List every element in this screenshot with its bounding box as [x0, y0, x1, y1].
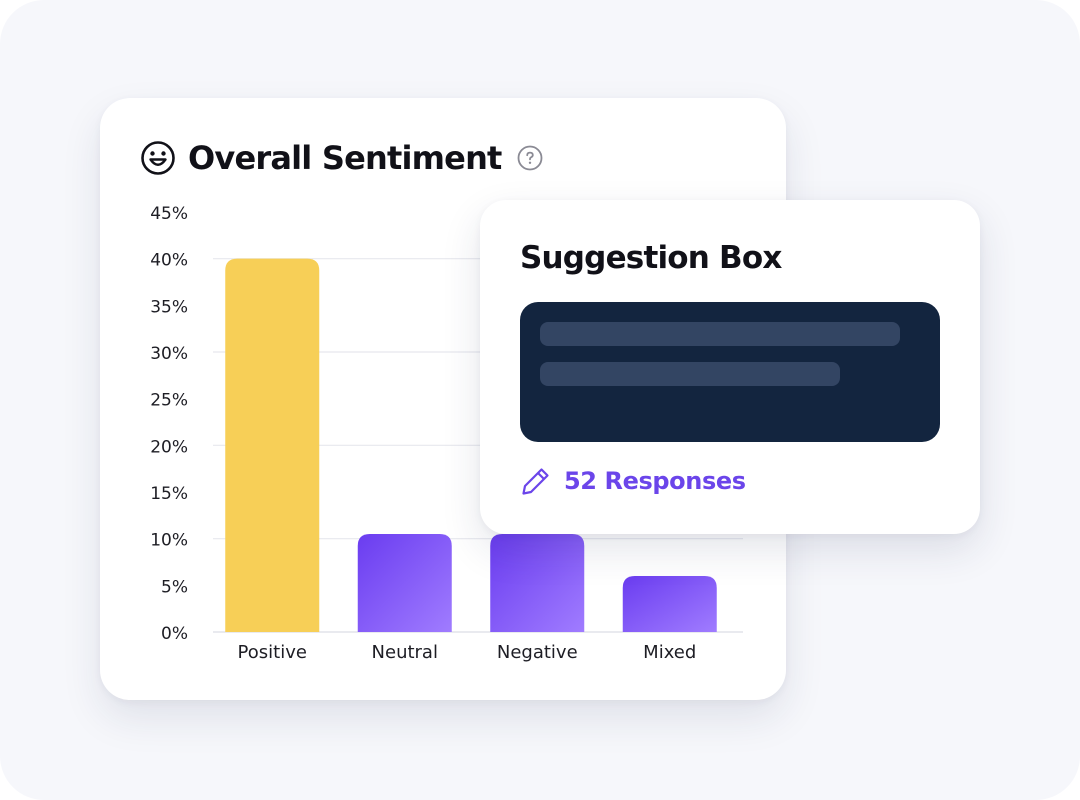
- responses-link[interactable]: 52 Responses: [520, 463, 746, 499]
- y-tick-label: 30%: [150, 344, 188, 364]
- sentiment-card-title: Overall Sentiment: [188, 139, 502, 177]
- y-tick-label: 10%: [150, 531, 188, 551]
- x-tick-label: Mixed: [643, 642, 696, 663]
- suggestion-box-title: Suggestion Box: [520, 240, 782, 276]
- bar-neutral: [357, 534, 452, 632]
- y-tick-label: 35%: [150, 297, 188, 317]
- y-tick-label: 20%: [150, 437, 188, 457]
- responses-count: 52 Responses: [564, 467, 746, 495]
- y-tick-label: 40%: [150, 251, 188, 271]
- x-tick-label: Negative: [497, 642, 578, 663]
- y-tick-label: 15%: [150, 484, 188, 504]
- y-tick-label: 5%: [161, 577, 188, 597]
- y-tick-label: 0%: [161, 624, 188, 644]
- x-tick-label: Positive: [238, 642, 307, 663]
- suggestion-textbox[interactable]: [520, 302, 940, 442]
- sentiment-card-header: Overall Sentiment: [140, 138, 543, 178]
- y-tick-label: 25%: [150, 391, 188, 411]
- x-tick-label: Neutral: [372, 642, 438, 663]
- y-tick-label: 45%: [150, 204, 188, 224]
- placeholder-line: [540, 362, 840, 386]
- suggestion-box-card: Suggestion Box 52 Responses: [480, 200, 980, 534]
- placeholder-line: [540, 322, 900, 346]
- smiley-face-icon: [141, 141, 175, 175]
- bar-positive: [225, 258, 320, 632]
- bar-mixed: [622, 576, 717, 632]
- pencil-icon: [522, 468, 549, 495]
- question-circle-icon[interactable]: [517, 145, 543, 171]
- bar-negative: [490, 534, 585, 632]
